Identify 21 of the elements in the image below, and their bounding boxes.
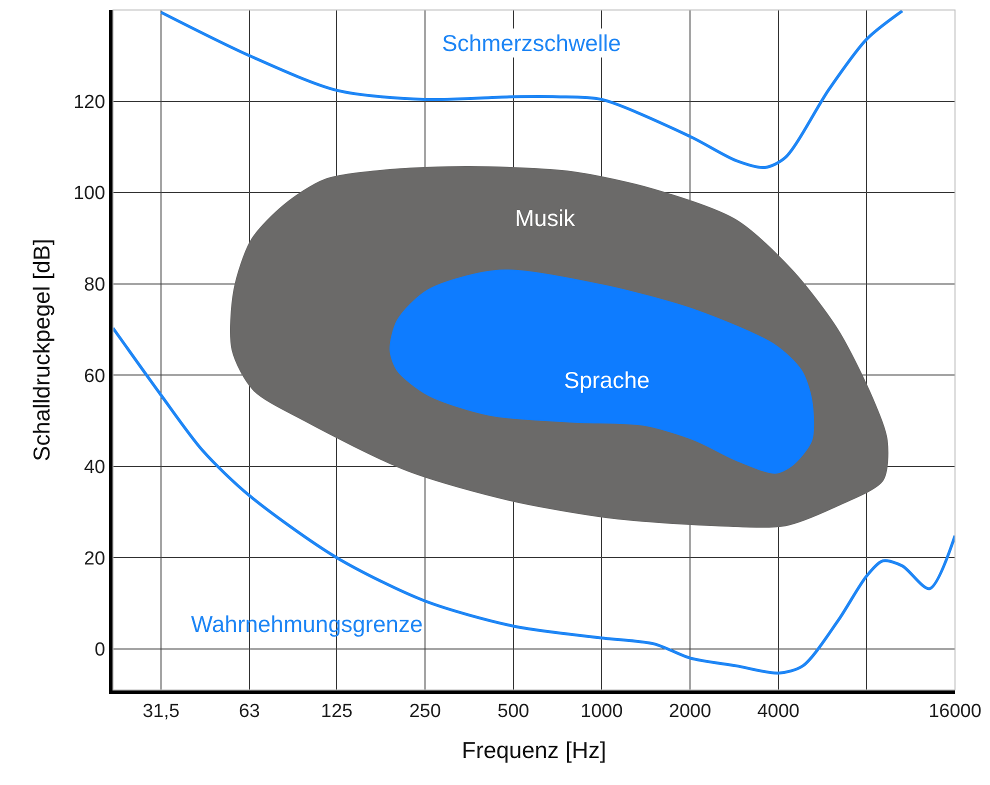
y-tick-label: 100 [73,183,106,204]
y-tick-label: 40 [84,457,106,478]
x-tick-label: 2000 [668,700,712,722]
y-axis-title: Schalldruckpegel [dB] [28,238,54,462]
x-tick-label: 125 [320,700,353,722]
y-tick-label: 0 [94,640,106,661]
x-tick-label: 4000 [757,700,800,722]
y-tick-label: 20 [84,548,106,570]
x-tick-label: 1000 [580,700,623,722]
x-tick-label: 250 [409,700,441,722]
series-label: Schmerzschwelle [442,30,621,56]
series-label: Musik [515,205,576,231]
series-label: Sprache [564,367,650,393]
y-tick-label: 60 [84,366,106,387]
x-tick-label: 16000 [928,700,982,722]
x-axis-title: Frequenz [Hz] [462,736,606,763]
x-tick-label: 500 [498,700,530,722]
x-tick-label: 63 [238,700,260,722]
y-tick-label: 80 [84,274,106,296]
y-tick-label: 120 [73,92,106,113]
x-tick-label: 31,5 [142,700,180,722]
